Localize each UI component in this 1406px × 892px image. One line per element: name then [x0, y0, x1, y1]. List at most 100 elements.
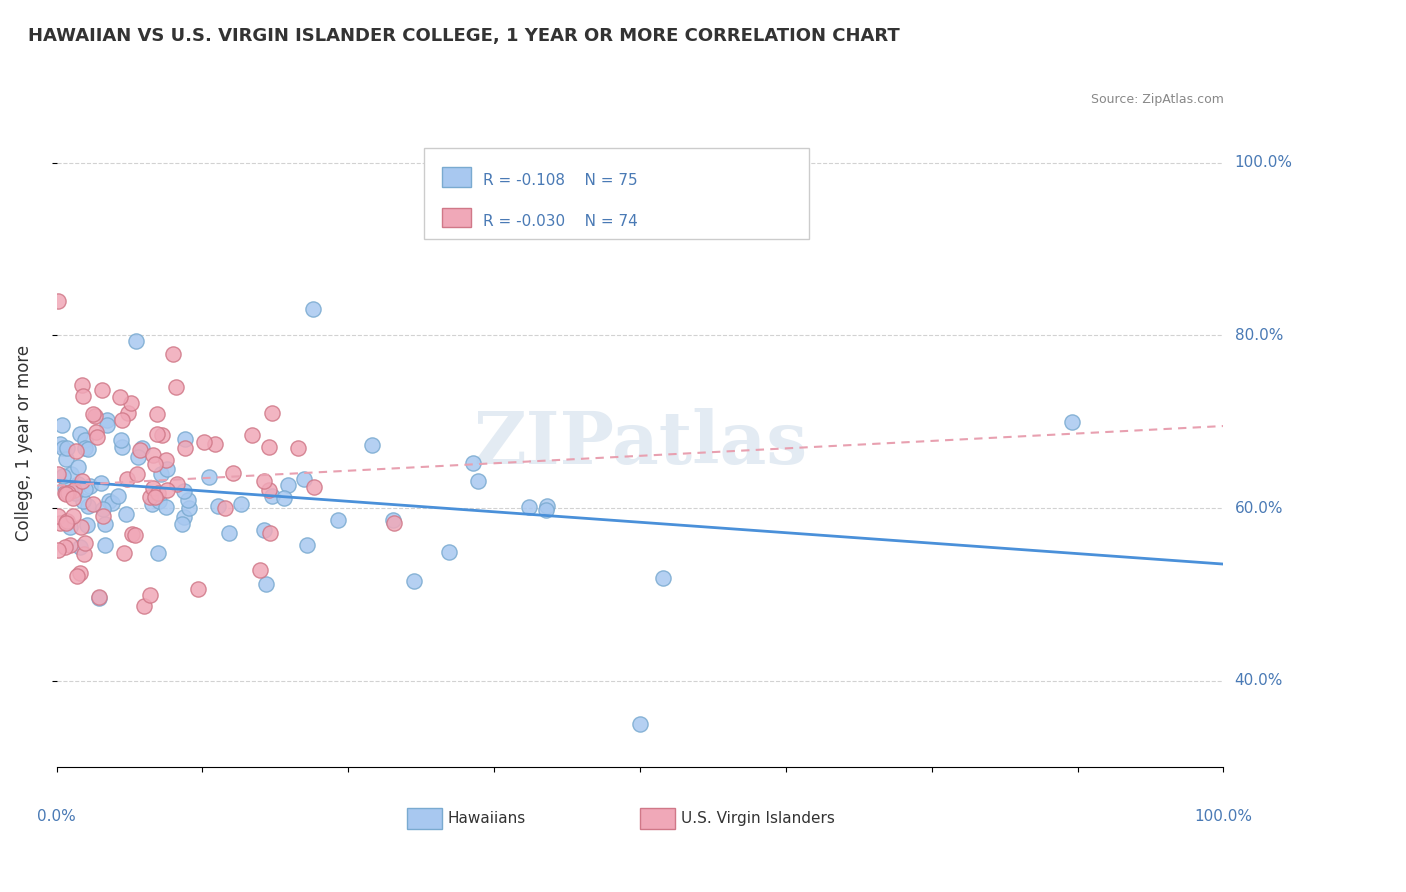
Hawaiians — [179, 500, 201, 515]
Hawaiians — [55, 452, 77, 467]
U.S. Virgin Islanders — [46, 467, 69, 481]
Hawaiians — [125, 334, 148, 348]
U.S. Virgin Islanders — [53, 541, 76, 555]
Bar — [406, 808, 441, 829]
Hawaiians — [381, 512, 404, 526]
U.S. Virgin Islanders — [117, 406, 139, 420]
Hawaiians — [69, 540, 91, 554]
Hawaiians — [87, 591, 110, 605]
U.S. Virgin Islanders — [86, 430, 108, 444]
U.S. Virgin Islanders — [121, 526, 143, 541]
U.S. Virgin Islanders — [165, 379, 187, 393]
Text: Source: ZipAtlas.com: Source: ZipAtlas.com — [1091, 94, 1223, 106]
Hawaiians — [100, 496, 122, 510]
U.S. Virgin Islanders — [84, 409, 107, 423]
U.S. Virgin Islanders — [82, 497, 104, 511]
Hawaiians — [176, 492, 198, 507]
FancyBboxPatch shape — [425, 148, 810, 239]
U.S. Virgin Islanders — [84, 425, 107, 440]
Hawaiians — [73, 434, 96, 448]
Text: 0.0%: 0.0% — [37, 809, 76, 824]
Hawaiians — [141, 497, 163, 511]
Hawaiians — [173, 510, 195, 524]
Hawaiians — [156, 462, 179, 476]
U.S. Virgin Islanders — [63, 483, 86, 498]
U.S. Virgin Islanders — [46, 293, 69, 308]
Hawaiians — [91, 501, 114, 516]
U.S. Virgin Islanders — [143, 458, 166, 472]
Hawaiians — [63, 485, 86, 500]
U.S. Virgin Islanders — [146, 407, 169, 421]
U.S. Virgin Islanders — [124, 528, 146, 542]
Text: R = -0.030    N = 74: R = -0.030 N = 74 — [482, 213, 637, 228]
Hawaiians — [361, 437, 384, 451]
Hawaiians — [66, 460, 89, 475]
U.S. Virgin Islanders — [382, 516, 405, 531]
U.S. Virgin Islanders — [162, 346, 184, 360]
U.S. Virgin Islanders — [257, 483, 280, 497]
Hawaiians — [652, 571, 675, 585]
Hawaiians — [534, 503, 557, 517]
Text: HAWAIIAN VS U.S. VIRGIN ISLANDER COLLEGE, 1 YEAR OR MORE CORRELATION CHART: HAWAIIAN VS U.S. VIRGIN ISLANDER COLLEGE… — [28, 27, 900, 45]
Text: 100.0%: 100.0% — [1234, 155, 1292, 170]
Hawaiians — [628, 717, 651, 731]
U.S. Virgin Islanders — [65, 444, 87, 458]
Hawaiians — [56, 441, 79, 455]
Hawaiians — [114, 507, 136, 521]
U.S. Virgin Islanders — [46, 509, 69, 524]
Hawaiians — [76, 518, 98, 533]
U.S. Virgin Islanders — [70, 377, 93, 392]
U.S. Virgin Islanders — [62, 491, 84, 506]
U.S. Virgin Islanders — [253, 474, 276, 488]
Text: 40.0%: 40.0% — [1234, 673, 1282, 689]
Text: Hawaiians: Hawaiians — [447, 811, 526, 826]
Hawaiians — [295, 538, 318, 552]
U.S. Virgin Islanders — [166, 477, 188, 491]
U.S. Virgin Islanders — [204, 437, 226, 451]
U.S. Virgin Islanders — [143, 490, 166, 504]
Hawaiians — [76, 442, 98, 457]
Text: 80.0%: 80.0% — [1234, 327, 1282, 343]
Hawaiians — [96, 417, 118, 432]
U.S. Virgin Islanders — [287, 441, 309, 455]
Hawaiians — [53, 482, 76, 496]
Hawaiians — [148, 493, 170, 508]
Text: 100.0%: 100.0% — [1195, 809, 1253, 824]
Hawaiians — [149, 467, 172, 481]
Hawaiians — [90, 476, 112, 491]
U.S. Virgin Islanders — [155, 483, 177, 498]
U.S. Virgin Islanders — [75, 536, 97, 550]
U.S. Virgin Islanders — [55, 516, 77, 530]
U.S. Virgin Islanders — [138, 588, 160, 602]
Bar — [441, 167, 471, 186]
U.S. Virgin Islanders — [56, 485, 79, 500]
Hawaiians — [273, 491, 295, 506]
Bar — [640, 808, 675, 829]
Bar — [441, 208, 471, 227]
Hawaiians — [73, 441, 96, 455]
Hawaiians — [1060, 415, 1083, 429]
Hawaiians — [402, 574, 425, 588]
U.S. Virgin Islanders — [148, 486, 170, 500]
U.S. Virgin Islanders — [129, 443, 152, 458]
U.S. Virgin Islanders — [112, 546, 135, 560]
U.S. Virgin Islanders — [214, 500, 236, 515]
Hawaiians — [107, 489, 129, 503]
U.S. Virgin Islanders — [142, 448, 165, 462]
U.S. Virgin Islanders — [108, 390, 131, 404]
U.S. Virgin Islanders — [222, 466, 245, 480]
U.S. Virgin Islanders — [115, 472, 138, 486]
Hawaiians — [52, 469, 75, 483]
U.S. Virgin Islanders — [82, 407, 104, 421]
U.S. Virgin Islanders — [141, 481, 163, 495]
U.S. Virgin Islanders — [69, 566, 91, 580]
Hawaiians — [58, 520, 80, 534]
Y-axis label: College, 1 year or more: College, 1 year or more — [15, 345, 32, 541]
Hawaiians — [461, 456, 484, 470]
U.S. Virgin Islanders — [125, 467, 148, 482]
Hawaiians — [51, 418, 73, 433]
Hawaiians — [59, 467, 82, 481]
Hawaiians — [72, 493, 94, 508]
U.S. Virgin Islanders — [91, 383, 114, 397]
U.S. Virgin Islanders — [257, 441, 280, 455]
